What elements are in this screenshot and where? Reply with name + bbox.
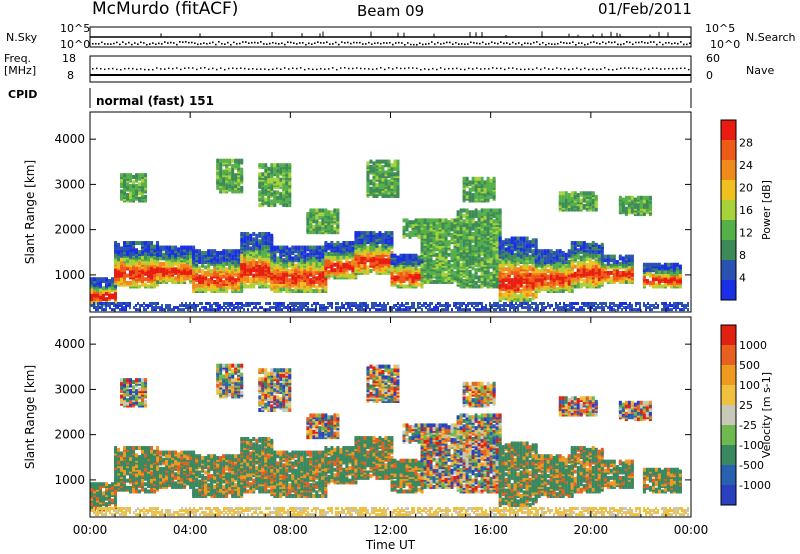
freq-left-label: Freq.: [4, 52, 32, 65]
x-axis-label: Time UT: [365, 538, 416, 552]
freq-panel: [89, 55, 692, 83]
velocity-panel: 00:00 04:00 08:00 12:00 16:00 20:00 00:00 1000 2…: [23, 316, 708, 552]
colorbar-tick: -25: [739, 419, 757, 432]
noise-left-tick-bottom: 10^0: [60, 38, 91, 51]
freq-right-tick-top: 60: [706, 52, 720, 65]
colorbar-tick: -500: [739, 459, 764, 472]
x-tick-label: 00:00: [73, 523, 108, 537]
colorbar-tick: 28: [739, 137, 753, 150]
colorbar-tick: 1000: [739, 339, 767, 352]
y-tick-label: 2000: [54, 428, 85, 442]
mode-text: normal (fast) 151: [96, 94, 214, 108]
noise-dots: [92, 31, 691, 46]
beam-title: Beam 09: [357, 2, 425, 20]
colorbar-tick: 100: [739, 379, 760, 392]
freq-left-tick-bottom: 8: [67, 69, 74, 82]
noise-panel: [89, 26, 692, 48]
colorbar-tick: 25: [739, 399, 753, 412]
colorbar-label: Power [dB]: [760, 180, 773, 240]
velocity-colorbar: -1000 -500 -100 -25 25 100 500 1000 Velocity [m …: [720, 324, 773, 506]
y-tick-label: 3000: [54, 382, 85, 396]
colorbar-cell: [721, 365, 736, 385]
freq-right-tick-bottom: 0: [706, 69, 713, 82]
freq-left-tick-top: 18: [62, 52, 76, 65]
x-tick-label: 12:00: [373, 523, 408, 537]
colorbar-cell: [721, 325, 736, 345]
y-tick-label: 4000: [54, 337, 85, 351]
noise-right-tick-top: 10^5: [705, 22, 736, 35]
y-axis-label: Slant Range [km]: [23, 160, 37, 264]
y-tick-label: 2000: [54, 223, 85, 237]
y-tick-label: 3000: [54, 177, 85, 191]
colorbar-cell: [721, 120, 736, 140]
colorbar-cell: [721, 465, 736, 485]
date-title: 01/Feb/2011: [598, 0, 692, 18]
colorbar-tick: 12: [739, 227, 753, 240]
colorbar-cell: [721, 140, 736, 160]
colorbar-label: Velocity [m s-1]: [760, 372, 773, 458]
velocity-heatmap: [90, 363, 689, 517]
noise-left-label: N.Sky: [6, 31, 38, 44]
colorbar-tick: 20: [739, 182, 753, 195]
colorbar-cell: [721, 425, 736, 445]
y-axis-label: Slant Range [km]: [23, 365, 37, 469]
cpid-panel: [89, 88, 692, 108]
colorbar-tick: 4: [739, 272, 746, 285]
y-tick-label: 1000: [54, 268, 85, 282]
power-heatmap: [90, 158, 689, 312]
x-tick-label: 00:00: [674, 523, 709, 537]
colorbar-tick: 16: [739, 204, 753, 217]
noise-right-tick-bottom: 10^0: [710, 38, 741, 51]
noise-right-label: N.Search: [746, 31, 796, 44]
colorbar-cell: [721, 260, 736, 280]
freq-left-unit: [MHz]: [4, 64, 37, 77]
x-tick-label: 20:00: [574, 523, 609, 537]
y-tick-label: 4000: [54, 132, 85, 146]
colorbar-cell: [721, 180, 736, 200]
x-tick-label: 04:00: [173, 523, 208, 537]
power-colorbar: 4 8 12 16 20 24 28 Power [dB]: [720, 119, 773, 301]
colorbar-tick: -1000: [739, 479, 771, 492]
x-tick-label: 08:00: [273, 523, 308, 537]
colorbar-cell: [721, 345, 736, 365]
colorbar-cell: [721, 200, 736, 220]
noise-left-tick-top: 10^5: [60, 22, 91, 35]
power-panel: 1000 2000 3000 4000 Slant Range [km]: [23, 111, 692, 313]
colorbar-tick: 24: [739, 159, 753, 172]
colorbar-cell: [721, 160, 736, 180]
colorbar-tick: -100: [739, 439, 764, 452]
freq-right-label: Nave: [746, 64, 775, 77]
nave-dots: [92, 67, 690, 71]
colorbar-tick: 500: [739, 359, 760, 372]
colorbar-cell: [721, 240, 736, 260]
power-axes: 1000 2000 3000 4000 Slant Range [km]: [23, 112, 692, 312]
y-tick-label: 1000: [54, 473, 85, 487]
colorbar-tick: 8: [739, 249, 746, 262]
x-tick-label: 16:00: [473, 523, 508, 537]
colorbar-cell: [721, 485, 736, 505]
colorbar-cell: [721, 220, 736, 240]
velocity-axes: 00:00 04:00 08:00 12:00 16:00 20:00 00:00 1000 2…: [23, 317, 708, 552]
colorbar-cell: [721, 385, 736, 405]
colorbar-cell: [721, 280, 736, 300]
cpid-label: CPID: [8, 88, 38, 101]
station-title: McMurdo (fitACF): [92, 0, 239, 19]
colorbar-cell: [721, 405, 736, 425]
colorbar-cell: [721, 445, 736, 465]
